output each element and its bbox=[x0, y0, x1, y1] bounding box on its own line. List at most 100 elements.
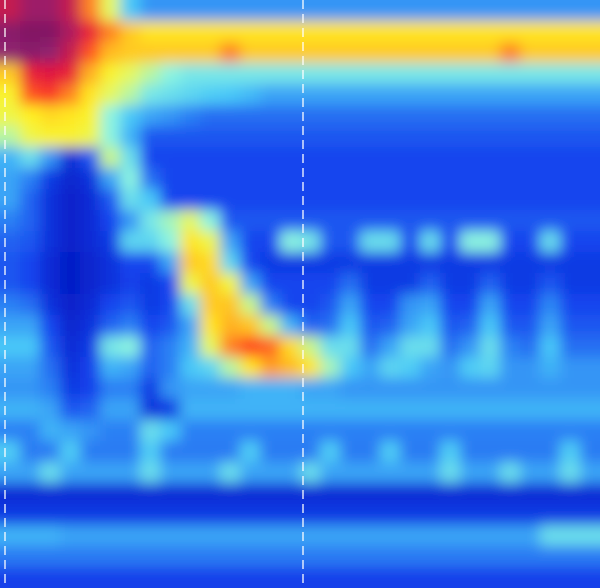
cell bbox=[560, 567, 581, 588]
cell bbox=[360, 0, 381, 22]
cell bbox=[580, 231, 600, 253]
cell bbox=[580, 294, 600, 316]
cell bbox=[580, 399, 600, 421]
cell bbox=[440, 168, 461, 190]
cell bbox=[180, 63, 201, 85]
cell bbox=[280, 420, 301, 442]
cell bbox=[200, 63, 221, 85]
cell bbox=[380, 147, 401, 169]
cell bbox=[240, 357, 261, 379]
cell bbox=[160, 189, 181, 211]
cell bbox=[40, 231, 61, 253]
cell bbox=[100, 63, 121, 85]
cell bbox=[40, 21, 61, 43]
cell bbox=[0, 567, 21, 588]
cell bbox=[140, 420, 161, 442]
cell bbox=[40, 126, 61, 148]
cell bbox=[280, 378, 301, 400]
cell bbox=[240, 126, 261, 148]
cell bbox=[160, 357, 181, 379]
cell bbox=[500, 231, 521, 253]
cell bbox=[220, 21, 241, 43]
plot-background bbox=[0, 0, 600, 588]
cell bbox=[240, 63, 261, 85]
cell bbox=[580, 441, 600, 463]
cell bbox=[220, 546, 241, 568]
cell bbox=[200, 399, 221, 421]
cell bbox=[480, 105, 501, 127]
cell bbox=[360, 147, 381, 169]
cell bbox=[100, 273, 121, 295]
cell bbox=[280, 294, 301, 316]
cell bbox=[20, 546, 41, 568]
cell bbox=[120, 210, 141, 232]
cell bbox=[340, 567, 361, 588]
cell bbox=[160, 378, 181, 400]
cell bbox=[320, 63, 341, 85]
cell bbox=[60, 336, 81, 358]
cell bbox=[380, 252, 401, 274]
cell bbox=[380, 273, 401, 295]
cell bbox=[460, 462, 481, 484]
cell bbox=[340, 210, 361, 232]
cell bbox=[200, 273, 221, 295]
cell bbox=[460, 504, 481, 526]
cell bbox=[160, 168, 181, 190]
cell bbox=[280, 399, 301, 421]
cell bbox=[440, 126, 461, 148]
cell bbox=[380, 168, 401, 190]
cell bbox=[280, 252, 301, 274]
cell bbox=[60, 399, 81, 421]
cell bbox=[400, 84, 421, 106]
cell bbox=[520, 525, 541, 547]
cell bbox=[340, 294, 361, 316]
cell bbox=[240, 567, 261, 588]
cell bbox=[420, 315, 441, 337]
cell bbox=[260, 84, 281, 106]
cell bbox=[320, 21, 341, 43]
cells bbox=[0, 0, 600, 588]
cell bbox=[380, 0, 401, 22]
cell bbox=[540, 294, 561, 316]
cell bbox=[340, 525, 361, 547]
cell bbox=[60, 84, 81, 106]
cell bbox=[240, 84, 261, 106]
cell bbox=[80, 168, 101, 190]
cell bbox=[220, 231, 241, 253]
cell bbox=[480, 189, 501, 211]
cell bbox=[60, 105, 81, 127]
cell bbox=[140, 63, 161, 85]
cell bbox=[260, 294, 281, 316]
cell bbox=[60, 546, 81, 568]
cell bbox=[120, 0, 141, 22]
cell bbox=[120, 273, 141, 295]
cell bbox=[200, 168, 221, 190]
cell bbox=[60, 525, 81, 547]
cell bbox=[80, 231, 101, 253]
cell bbox=[360, 483, 381, 505]
cell bbox=[460, 441, 481, 463]
cell bbox=[260, 252, 281, 274]
cell bbox=[20, 399, 41, 421]
cell bbox=[440, 378, 461, 400]
cell bbox=[560, 357, 581, 379]
cell bbox=[0, 63, 21, 85]
cell bbox=[480, 315, 501, 337]
cell bbox=[360, 462, 381, 484]
cell bbox=[180, 546, 201, 568]
cell bbox=[460, 399, 481, 421]
cell bbox=[0, 357, 21, 379]
cell bbox=[60, 357, 81, 379]
cell bbox=[0, 147, 21, 169]
cell bbox=[540, 63, 561, 85]
cell bbox=[400, 63, 421, 85]
cell bbox=[280, 273, 301, 295]
cell bbox=[180, 504, 201, 526]
cell bbox=[400, 147, 421, 169]
cell bbox=[140, 357, 161, 379]
cell bbox=[100, 21, 121, 43]
cell bbox=[380, 525, 401, 547]
cell bbox=[240, 483, 261, 505]
cell bbox=[140, 483, 161, 505]
cell bbox=[360, 357, 381, 379]
